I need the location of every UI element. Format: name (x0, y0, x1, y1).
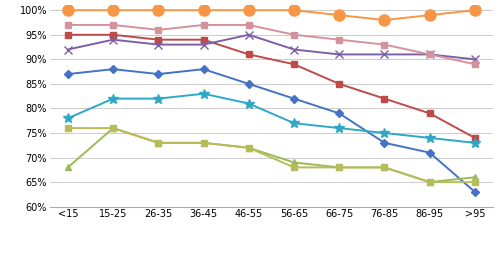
SXT (336, 126, 342, 130)
CIP (427, 112, 433, 115)
FU (472, 9, 478, 12)
SXT (65, 117, 71, 120)
FOS (291, 166, 297, 169)
MEC (201, 43, 207, 46)
SXT (201, 92, 207, 95)
FOS (201, 141, 207, 144)
Line: MEC: MEC (64, 30, 479, 64)
CIP (201, 38, 207, 41)
CIP (65, 33, 71, 36)
AMC (381, 166, 387, 169)
Line: CIP: CIP (64, 31, 479, 142)
FOS (381, 166, 387, 169)
AMC (427, 180, 433, 184)
Line: NA: NA (65, 66, 478, 195)
FOS (427, 180, 433, 184)
MEC (291, 48, 297, 51)
CRO (65, 23, 71, 27)
FOS (110, 126, 116, 130)
FOS (65, 126, 71, 130)
FOS (472, 180, 478, 184)
SXT (155, 97, 161, 100)
AMC (291, 161, 297, 164)
FOS (246, 146, 252, 149)
SXT (472, 141, 478, 144)
CRO (291, 33, 297, 36)
SXT (110, 97, 116, 100)
CRO (110, 23, 116, 27)
NA (427, 151, 433, 154)
Line: AMC: AMC (64, 125, 479, 186)
CIP (246, 53, 252, 56)
Line: FOS: FOS (65, 125, 478, 185)
AMC (155, 141, 161, 144)
CRO (472, 63, 478, 66)
AMC (472, 176, 478, 179)
AMC (246, 146, 252, 149)
FU (291, 9, 297, 12)
MEC (381, 53, 387, 56)
FU (381, 19, 387, 22)
MEC (65, 48, 71, 51)
AMC (201, 141, 207, 144)
CRO (381, 43, 387, 46)
NA (381, 141, 387, 144)
AMC (336, 166, 342, 169)
Line: FU: FU (62, 5, 481, 26)
NA (201, 68, 207, 71)
CRO (427, 53, 433, 56)
CIP (381, 97, 387, 100)
CIP (110, 33, 116, 36)
FU (65, 9, 71, 12)
NA (472, 190, 478, 193)
MEC (155, 43, 161, 46)
MEC (246, 33, 252, 36)
FU (336, 14, 342, 17)
CIP (336, 82, 342, 86)
MEC (336, 53, 342, 56)
SXT (381, 131, 387, 135)
CRO (201, 23, 207, 27)
MEC (110, 38, 116, 41)
CRO (155, 28, 161, 32)
FU (246, 9, 252, 12)
NA (110, 68, 116, 71)
MEC (472, 58, 478, 61)
SXT (246, 102, 252, 105)
FU (427, 14, 433, 17)
CIP (155, 38, 161, 41)
CRO (336, 38, 342, 41)
MEC (427, 53, 433, 56)
FU (201, 9, 207, 12)
SXT (291, 122, 297, 125)
CIP (472, 136, 478, 139)
NA (336, 112, 342, 115)
Line: CRO: CRO (65, 22, 478, 67)
NA (65, 73, 71, 76)
FOS (336, 166, 342, 169)
FOS (155, 141, 161, 144)
SXT (427, 136, 433, 139)
CIP (291, 63, 297, 66)
FU (155, 9, 161, 12)
NA (246, 82, 252, 86)
CRO (246, 23, 252, 27)
NA (291, 97, 297, 100)
NA (155, 73, 161, 76)
AMC (65, 166, 71, 169)
AMC (110, 126, 116, 130)
FU (110, 9, 116, 12)
Line: SXT: SXT (63, 89, 480, 148)
